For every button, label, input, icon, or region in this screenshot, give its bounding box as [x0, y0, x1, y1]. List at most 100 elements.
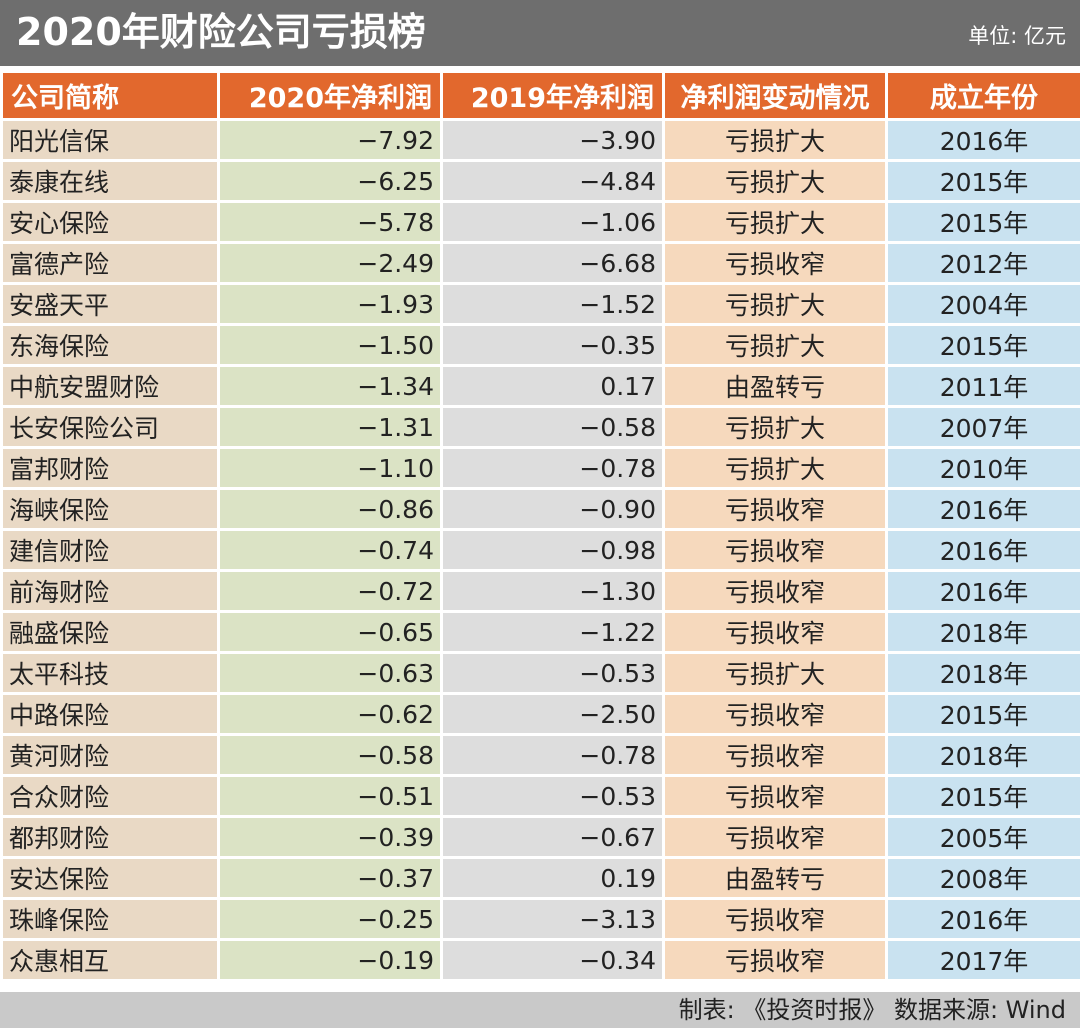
profit-2019-cell: −2.50 [443, 695, 662, 733]
header-change: 净利润变动情况 [665, 73, 885, 118]
company-name-cell: 富德产险 [3, 244, 217, 282]
table-row: 阳光信保 −7.92 −3.90 亏损扩大 2016年 [3, 121, 1080, 159]
founded-year-cell: 2015年 [888, 326, 1080, 364]
change-cell: 亏损收窄 [665, 531, 885, 569]
profit-2019-cell: −0.78 [443, 736, 662, 774]
table-row: 富德产险 −2.49 −6.68 亏损收窄 2012年 [3, 244, 1080, 282]
profit-2020-cell: −1.31 [220, 408, 440, 446]
change-cell: 由盈转亏 [665, 859, 885, 897]
profit-2020-cell: −0.74 [220, 531, 440, 569]
table-row: 黄河财险 −0.58 −0.78 亏损收窄 2018年 [3, 736, 1080, 774]
table-body: 阳光信保 −7.92 −3.90 亏损扩大 2016年 泰康在线 −6.25 −4.84 亏损扩… [3, 121, 1080, 979]
table-row: 中路保险 −0.62 −2.50 亏损收窄 2015年 [3, 695, 1080, 733]
profit-2020-cell: −0.37 [220, 859, 440, 897]
company-name-cell: 安达保险 [3, 859, 217, 897]
change-cell: 亏损收窄 [665, 736, 885, 774]
founded-year-cell: 2016年 [888, 572, 1080, 610]
company-name-cell: 海峡保险 [3, 490, 217, 528]
company-name-cell: 中航安盟财险 [3, 367, 217, 405]
founded-year-cell: 2018年 [888, 736, 1080, 774]
profit-2019-cell: −3.13 [443, 900, 662, 938]
table-row: 前海财险 −0.72 −1.30 亏损收窄 2016年 [3, 572, 1080, 610]
table-row: 太平科技 −0.63 −0.53 亏损扩大 2018年 [3, 654, 1080, 692]
company-name-cell: 都邦财险 [3, 818, 217, 856]
table-row: 泰康在线 −6.25 −4.84 亏损扩大 2015年 [3, 162, 1080, 200]
change-cell: 亏损扩大 [665, 285, 885, 323]
profit-2019-cell: −0.53 [443, 654, 662, 692]
company-name-cell: 合众财险 [3, 777, 217, 815]
company-name-cell: 珠峰保险 [3, 900, 217, 938]
header-profit-2020: 2020年净利润 [220, 73, 440, 118]
header-profit-2019: 2019年净利润 [443, 73, 662, 118]
change-cell: 亏损扩大 [665, 449, 885, 487]
profit-2020-cell: −7.92 [220, 121, 440, 159]
footer-credit: 制表: 《投资时报》 数据来源: Wind [678, 996, 1066, 1024]
founded-year-cell: 2017年 [888, 941, 1080, 979]
founded-year-cell: 2018年 [888, 654, 1080, 692]
change-cell: 亏损收窄 [665, 818, 885, 856]
change-cell: 亏损扩大 [665, 408, 885, 446]
profit-2019-cell: 0.19 [443, 859, 662, 897]
change-cell: 亏损扩大 [665, 203, 885, 241]
company-name-cell: 黄河财险 [3, 736, 217, 774]
change-cell: 亏损收窄 [665, 613, 885, 651]
founded-year-cell: 2015年 [888, 203, 1080, 241]
table-row: 安达保险 −0.37 0.19 由盈转亏 2008年 [3, 859, 1080, 897]
profit-2020-cell: −1.93 [220, 285, 440, 323]
profit-2019-cell: −4.84 [443, 162, 662, 200]
founded-year-cell: 2008年 [888, 859, 1080, 897]
profit-2019-cell: −3.90 [443, 121, 662, 159]
founded-year-cell: 2004年 [888, 285, 1080, 323]
change-cell: 亏损扩大 [665, 326, 885, 364]
table-row: 建信财险 −0.74 −0.98 亏损收窄 2016年 [3, 531, 1080, 569]
founded-year-cell: 2016年 [888, 900, 1080, 938]
profit-2020-cell: −0.72 [220, 572, 440, 610]
profit-2019-cell: −0.58 [443, 408, 662, 446]
change-cell: 亏损扩大 [665, 121, 885, 159]
header-founded: 成立年份 [888, 73, 1080, 118]
change-cell: 亏损收窄 [665, 490, 885, 528]
loss-ranking-table: 公司简称 2020年净利润 2019年净利润 净利润变动情况 成立年份 阳光信保… [0, 70, 1080, 982]
company-name-cell: 众惠相互 [3, 941, 217, 979]
founded-year-cell: 2016年 [888, 531, 1080, 569]
profit-2020-cell: −0.63 [220, 654, 440, 692]
profit-2019-cell: −0.53 [443, 777, 662, 815]
profit-2019-cell: −0.35 [443, 326, 662, 364]
founded-year-cell: 2007年 [888, 408, 1080, 446]
table-row: 安盛天平 −1.93 −1.52 亏损扩大 2004年 [3, 285, 1080, 323]
change-cell: 亏损收窄 [665, 695, 885, 733]
profit-2019-cell: −0.78 [443, 449, 662, 487]
change-cell: 亏损收窄 [665, 777, 885, 815]
change-cell: 亏损扩大 [665, 162, 885, 200]
company-name-cell: 长安保险公司 [3, 408, 217, 446]
table-row: 融盛保险 −0.65 −1.22 亏损收窄 2018年 [3, 613, 1080, 651]
company-name-cell: 建信财险 [3, 531, 217, 569]
company-name-cell: 富邦财险 [3, 449, 217, 487]
founded-year-cell: 2015年 [888, 695, 1080, 733]
founded-year-cell: 2011年 [888, 367, 1080, 405]
profit-2019-cell: −0.67 [443, 818, 662, 856]
founded-year-cell: 2018年 [888, 613, 1080, 651]
title-bar: 2020年财险公司亏损榜 单位: 亿元 [0, 0, 1080, 66]
profit-2019-cell: −1.22 [443, 613, 662, 651]
profit-2019-cell: −1.52 [443, 285, 662, 323]
change-cell: 亏损收窄 [665, 941, 885, 979]
profit-2020-cell: −0.25 [220, 900, 440, 938]
profit-2020-cell: −5.78 [220, 203, 440, 241]
profit-2019-cell: 0.17 [443, 367, 662, 405]
company-name-cell: 安心保险 [3, 203, 217, 241]
founded-year-cell: 2016年 [888, 490, 1080, 528]
profit-2019-cell: −6.68 [443, 244, 662, 282]
founded-year-cell: 2010年 [888, 449, 1080, 487]
profit-2020-cell: −1.10 [220, 449, 440, 487]
company-name-cell: 前海财险 [3, 572, 217, 610]
change-cell: 由盈转亏 [665, 367, 885, 405]
table-row: 富邦财险 −1.10 −0.78 亏损扩大 2010年 [3, 449, 1080, 487]
profit-2019-cell: −0.98 [443, 531, 662, 569]
company-name-cell: 东海保险 [3, 326, 217, 364]
unit-label: 单位: 亿元 [968, 24, 1066, 48]
company-name-cell: 阳光信保 [3, 121, 217, 159]
header-company: 公司简称 [3, 73, 217, 118]
profit-2019-cell: −1.30 [443, 572, 662, 610]
